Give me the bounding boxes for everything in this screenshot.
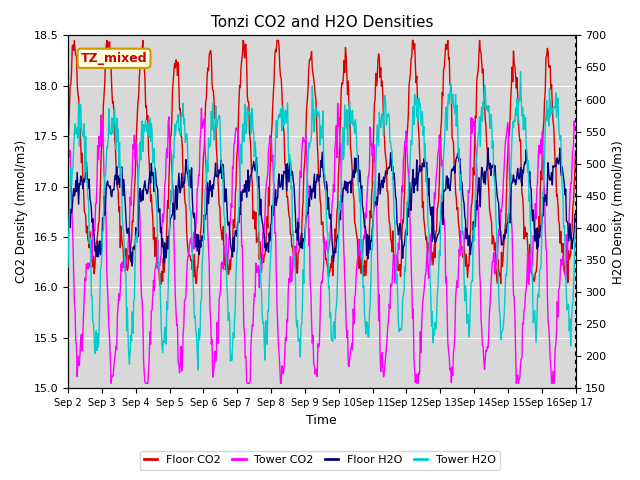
Text: TZ_mixed: TZ_mixed <box>81 52 147 65</box>
Legend: Floor CO2, Tower CO2, Floor H2O, Tower H2O: Floor CO2, Tower CO2, Floor H2O, Tower H… <box>140 451 500 469</box>
Y-axis label: CO2 Density (mmol/m3): CO2 Density (mmol/m3) <box>15 140 28 284</box>
Y-axis label: H2O Density (mmol/m3): H2O Density (mmol/m3) <box>612 140 625 284</box>
Title: Tonzi CO2 and H2O Densities: Tonzi CO2 and H2O Densities <box>211 15 433 30</box>
X-axis label: Time: Time <box>307 414 337 427</box>
